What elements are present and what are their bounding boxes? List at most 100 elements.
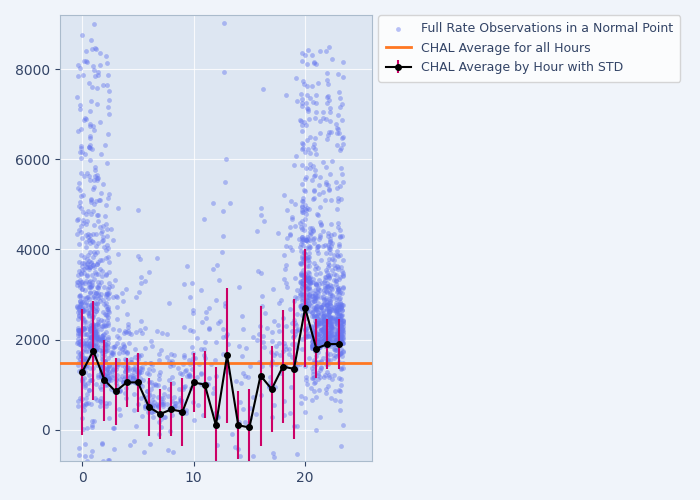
Full Rate Observations in a Normal Point xyxy=(323,316,335,324)
Full Rate Observations in a Normal Point xyxy=(258,216,270,224)
CHAL Average for all Hours xyxy=(89,360,97,366)
Full Rate Observations in a Normal Point xyxy=(102,316,113,324)
Full Rate Observations in a Normal Point xyxy=(299,186,310,194)
Full Rate Observations in a Normal Point xyxy=(332,307,344,315)
Full Rate Observations in a Normal Point xyxy=(328,276,339,283)
Full Rate Observations in a Normal Point xyxy=(120,394,132,402)
Full Rate Observations in a Normal Point xyxy=(335,346,346,354)
Full Rate Observations in a Normal Point xyxy=(118,378,129,386)
Full Rate Observations in a Normal Point xyxy=(253,358,264,366)
Full Rate Observations in a Normal Point xyxy=(97,180,108,188)
Full Rate Observations in a Normal Point xyxy=(246,482,258,490)
Full Rate Observations in a Normal Point xyxy=(325,238,336,246)
Full Rate Observations in a Normal Point xyxy=(318,332,329,340)
Full Rate Observations in a Normal Point xyxy=(264,382,275,390)
Full Rate Observations in a Normal Point xyxy=(125,330,136,338)
Full Rate Observations in a Normal Point xyxy=(312,375,323,383)
Full Rate Observations in a Normal Point xyxy=(189,354,200,362)
Full Rate Observations in a Normal Point xyxy=(323,295,335,303)
Full Rate Observations in a Normal Point xyxy=(83,207,94,215)
Full Rate Observations in a Normal Point xyxy=(319,241,330,249)
Full Rate Observations in a Normal Point xyxy=(199,380,211,388)
Full Rate Observations in a Normal Point xyxy=(298,276,309,284)
Full Rate Observations in a Normal Point xyxy=(309,140,320,147)
Full Rate Observations in a Normal Point xyxy=(323,312,335,320)
Full Rate Observations in a Normal Point xyxy=(285,409,296,417)
Full Rate Observations in a Normal Point xyxy=(152,254,163,262)
Full Rate Observations in a Normal Point xyxy=(334,103,345,111)
Full Rate Observations in a Normal Point xyxy=(303,290,314,298)
Full Rate Observations in a Normal Point xyxy=(102,346,113,354)
Full Rate Observations in a Normal Point xyxy=(91,330,102,338)
Full Rate Observations in a Normal Point xyxy=(83,293,94,301)
Full Rate Observations in a Normal Point xyxy=(311,312,322,320)
Full Rate Observations in a Normal Point xyxy=(129,364,140,372)
Full Rate Observations in a Normal Point xyxy=(337,317,349,325)
Full Rate Observations in a Normal Point xyxy=(91,172,102,179)
Full Rate Observations in a Normal Point xyxy=(313,309,324,317)
Full Rate Observations in a Normal Point xyxy=(300,244,312,252)
Full Rate Observations in a Normal Point xyxy=(318,300,330,308)
Full Rate Observations in a Normal Point xyxy=(315,220,326,228)
Full Rate Observations in a Normal Point xyxy=(332,303,344,311)
Full Rate Observations in a Normal Point xyxy=(122,310,133,318)
Full Rate Observations in a Normal Point xyxy=(209,409,220,417)
Full Rate Observations in a Normal Point xyxy=(74,276,85,283)
Full Rate Observations in a Normal Point xyxy=(97,440,108,448)
Full Rate Observations in a Normal Point xyxy=(311,319,322,327)
Full Rate Observations in a Normal Point xyxy=(167,410,178,418)
Full Rate Observations in a Normal Point xyxy=(309,318,321,326)
Full Rate Observations in a Normal Point xyxy=(176,370,188,378)
Full Rate Observations in a Normal Point xyxy=(90,346,101,354)
Full Rate Observations in a Normal Point xyxy=(311,294,322,302)
Full Rate Observations in a Normal Point xyxy=(318,296,330,304)
Full Rate Observations in a Normal Point xyxy=(120,346,131,354)
Full Rate Observations in a Normal Point xyxy=(118,378,130,386)
Full Rate Observations in a Normal Point xyxy=(184,372,195,380)
Full Rate Observations in a Normal Point xyxy=(107,236,118,244)
Full Rate Observations in a Normal Point xyxy=(91,306,102,314)
Full Rate Observations in a Normal Point xyxy=(102,375,113,383)
Full Rate Observations in a Normal Point xyxy=(311,302,322,310)
Full Rate Observations in a Normal Point xyxy=(277,346,288,354)
Full Rate Observations in a Normal Point xyxy=(310,342,321,349)
Full Rate Observations in a Normal Point xyxy=(96,189,107,197)
Full Rate Observations in a Normal Point xyxy=(104,376,115,384)
Full Rate Observations in a Normal Point xyxy=(108,326,119,334)
Full Rate Observations in a Normal Point xyxy=(334,323,345,331)
Full Rate Observations in a Normal Point xyxy=(331,327,342,335)
Full Rate Observations in a Normal Point xyxy=(330,338,342,346)
Full Rate Observations in a Normal Point xyxy=(183,356,195,364)
Full Rate Observations in a Normal Point xyxy=(89,334,100,342)
Full Rate Observations in a Normal Point xyxy=(304,244,315,252)
Full Rate Observations in a Normal Point xyxy=(78,359,89,367)
Full Rate Observations in a Normal Point xyxy=(74,340,85,347)
Full Rate Observations in a Normal Point xyxy=(85,376,96,384)
Full Rate Observations in a Normal Point xyxy=(318,300,329,308)
Full Rate Observations in a Normal Point xyxy=(195,286,206,294)
Full Rate Observations in a Normal Point xyxy=(125,372,136,380)
Full Rate Observations in a Normal Point xyxy=(326,266,337,274)
Full Rate Observations in a Normal Point xyxy=(290,274,301,282)
Full Rate Observations in a Normal Point xyxy=(97,439,108,447)
Full Rate Observations in a Normal Point xyxy=(325,300,336,308)
Full Rate Observations in a Normal Point xyxy=(318,242,329,250)
Full Rate Observations in a Normal Point xyxy=(103,308,114,316)
Full Rate Observations in a Normal Point xyxy=(335,294,346,302)
Full Rate Observations in a Normal Point xyxy=(300,148,311,156)
Full Rate Observations in a Normal Point xyxy=(178,406,190,414)
Full Rate Observations in a Normal Point xyxy=(308,297,319,305)
Full Rate Observations in a Normal Point xyxy=(302,279,313,287)
Full Rate Observations in a Normal Point xyxy=(97,349,108,357)
Full Rate Observations in a Normal Point xyxy=(295,290,306,298)
Full Rate Observations in a Normal Point xyxy=(83,301,94,309)
Full Rate Observations in a Normal Point xyxy=(321,335,332,343)
Full Rate Observations in a Normal Point xyxy=(313,298,324,306)
Full Rate Observations in a Normal Point xyxy=(97,308,108,316)
Full Rate Observations in a Normal Point xyxy=(253,267,264,275)
Full Rate Observations in a Normal Point xyxy=(332,247,343,255)
Full Rate Observations in a Normal Point xyxy=(74,355,85,363)
Full Rate Observations in a Normal Point xyxy=(321,313,332,321)
Full Rate Observations in a Normal Point xyxy=(132,400,144,408)
Full Rate Observations in a Normal Point xyxy=(79,384,90,392)
